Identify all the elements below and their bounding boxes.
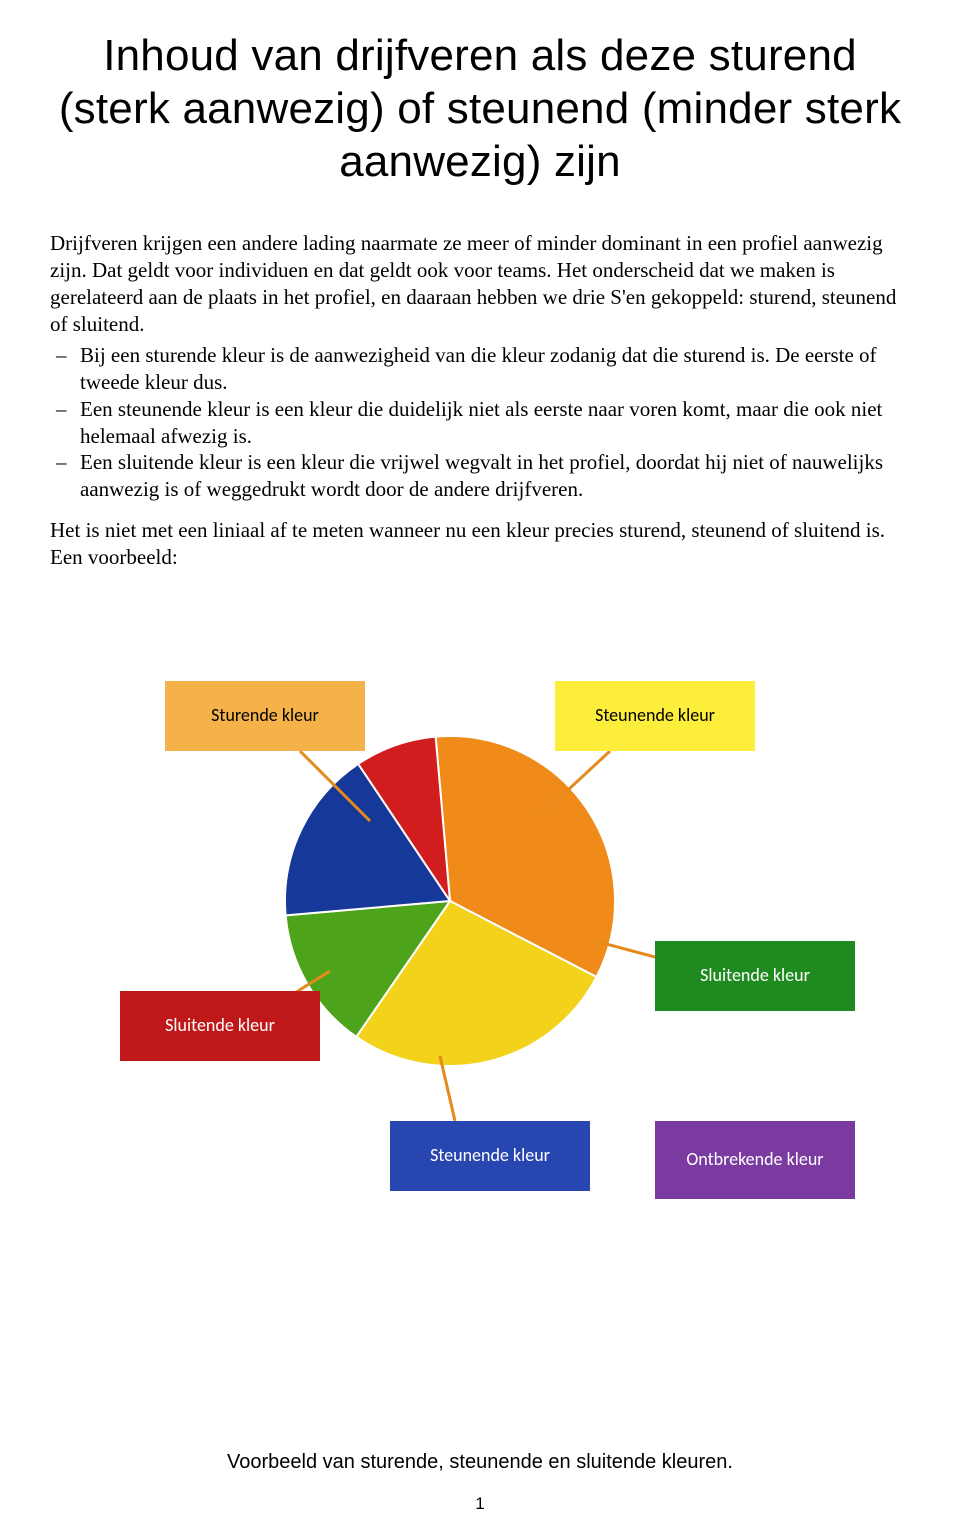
leader-line: [300, 751, 370, 821]
bullet-text: Bij een sturende kleur is de aanwezighei…: [80, 342, 910, 396]
page-title: Inhoud van drijfveren als deze sturend (…: [50, 30, 910, 188]
leader-line: [440, 1056, 455, 1121]
bullet-item: –Een sluitende kleur is een kleur die vr…: [50, 449, 910, 503]
bullet-list: –Bij een sturende kleur is de aanwezighe…: [50, 342, 910, 503]
label-box-steunende2: Steunende kleur: [390, 1121, 590, 1191]
label-box-steunende1: Steunende kleur: [555, 681, 755, 751]
bullet-dash: –: [50, 342, 80, 396]
pie-chart-figure: Sturende kleur Steunende kleur Sluitende k…: [50, 601, 910, 1241]
bullet-dash: –: [50, 396, 80, 450]
bullet-item: –Bij een sturende kleur is de aanwezighe…: [50, 342, 910, 396]
bullet-text: Een sluitende kleur is een kleur die vri…: [80, 449, 910, 503]
label-box-sluitende-r: Sluitende kleur: [120, 991, 320, 1061]
figure-caption: Voorbeeld van sturende, steunende en slu…: [0, 1451, 960, 1474]
intro-paragraph: Drijfveren krijgen een andere lading naa…: [50, 230, 910, 338]
label-box-ontbrekende: Ontbrekende kleur: [655, 1121, 855, 1199]
page-number: 1: [0, 1494, 960, 1514]
bullet-item: –Een steunende kleur is een kleur die du…: [50, 396, 910, 450]
followup-paragraph: Het is niet met een liniaal af te meten …: [50, 517, 910, 571]
bullet-dash: –: [50, 449, 80, 503]
label-box-sluitende-g: Sluitende kleur: [655, 941, 855, 1011]
leader-line: [540, 751, 610, 816]
label-box-sturende: Sturende kleur: [165, 681, 365, 751]
bullet-text: Een steunende kleur is een kleur die dui…: [80, 396, 910, 450]
